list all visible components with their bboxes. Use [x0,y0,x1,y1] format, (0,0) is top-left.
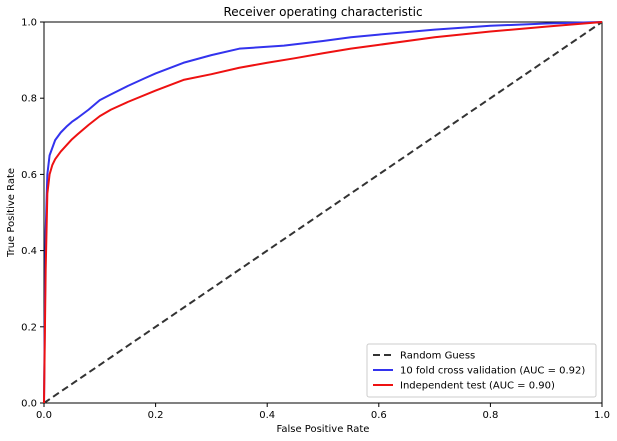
series-line-10-fold-cross-validation-auc-0-92 [43,21,603,404]
series-layer [43,21,603,404]
series-line-independent-test-auc-0-90 [43,21,603,404]
x-tick-label: 0.0 [36,410,52,421]
x-tick-label: 0.4 [259,410,275,421]
legend-entry-label: 10 fold cross validation (AUC = 0.92) [400,366,585,377]
y-axis-label: True Positive Rate [6,168,17,258]
x-tick-label: 1.0 [594,410,610,421]
y-tick-label: 0.6 [21,170,37,181]
y-axis-ticks: 0.0 0.2 0.4 0.6 0.8 1.0 [21,18,44,410]
legend: Random Guess 10 fold cross validation (AU… [366,343,597,398]
chart-title: Receiver operating characteristic [223,5,422,19]
y-tick-label: 0.2 [21,322,37,333]
y-tick-label: 0.0 [21,399,37,410]
y-tick-label: 1.0 [21,18,37,29]
x-tick-label: 0.6 [371,410,387,421]
legend-box [366,343,597,398]
series-line-random-guess [43,21,603,404]
x-tick-label: 0.2 [148,410,164,421]
legend-entry-label: Independent test (AUC = 0.90) [400,381,555,392]
legend-entry-label: Random Guess [400,351,475,362]
x-axis-label: False Positive Rate [277,424,370,435]
y-tick-label: 0.4 [21,246,37,257]
x-axis-ticks: 0.0 0.2 0.4 0.6 0.8 1.0 [36,403,610,421]
y-tick-label: 0.8 [21,94,37,105]
plot-area-frame [43,21,603,404]
x-tick-label: 0.8 [482,410,498,421]
